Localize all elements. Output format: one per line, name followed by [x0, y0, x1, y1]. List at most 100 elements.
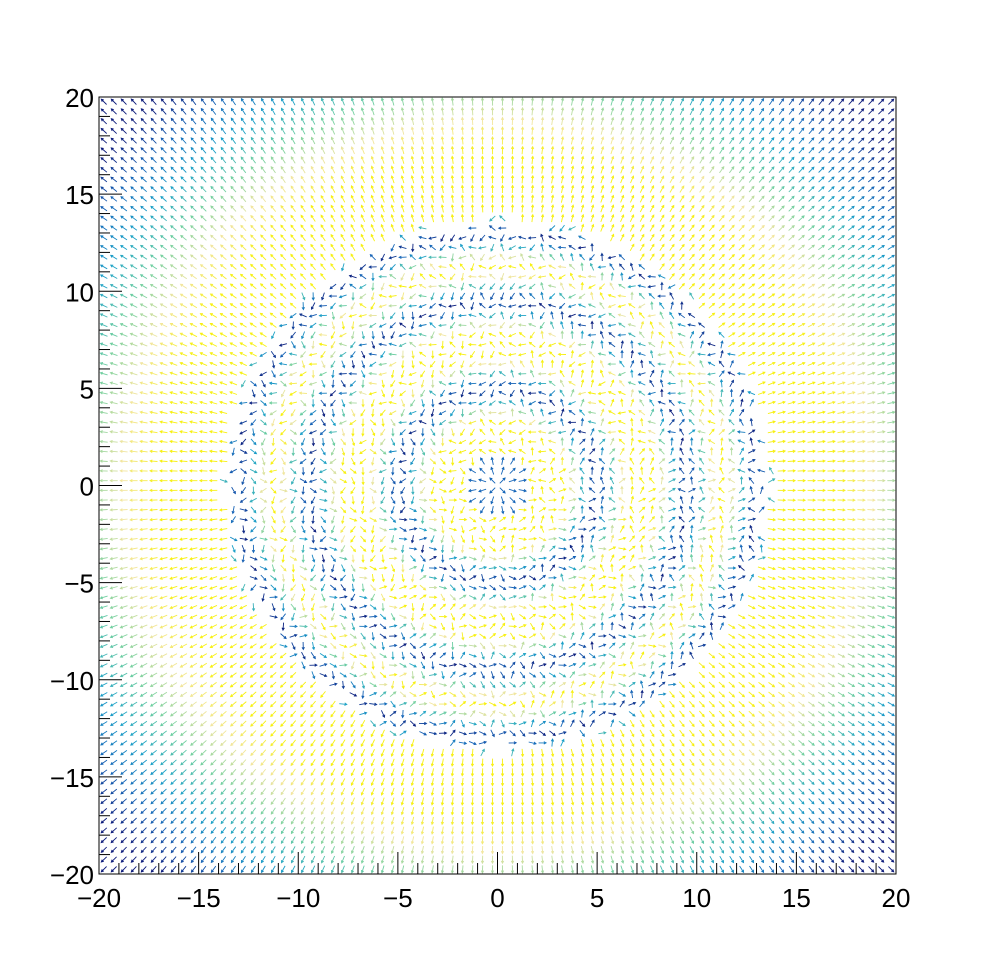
- field-arrow: [248, 401, 258, 405]
- field-arrow: [629, 223, 635, 232]
- field-arrow: [420, 116, 425, 126]
- field-arrow: [518, 605, 527, 610]
- field-arrow: [280, 214, 286, 222]
- field-arrow: [129, 547, 138, 551]
- field-arrow: [239, 459, 248, 464]
- field-arrow: [508, 701, 517, 707]
- field-arrow: [290, 234, 296, 242]
- field-arrow: [299, 283, 307, 290]
- field-arrow: [360, 632, 366, 640]
- field-arrow: [350, 243, 356, 252]
- field-arrow: [239, 352, 248, 357]
- field-arrow: [689, 136, 695, 145]
- field-arrow: [438, 401, 447, 405]
- field-arrow: [420, 555, 426, 563]
- field-arrow: [448, 361, 456, 367]
- field-arrow: [687, 323, 696, 327]
- field-arrow: [249, 293, 257, 299]
- field-arrow: [390, 613, 396, 621]
- field-arrow: [229, 400, 238, 405]
- field-arrow: [99, 566, 108, 571]
- field-arrow: [159, 672, 168, 678]
- field-arrow: [538, 302, 546, 309]
- field-arrow: [390, 116, 395, 126]
- field-arrow: [660, 514, 664, 524]
- field-arrow: [361, 467, 365, 476]
- field-arrow: [199, 595, 208, 600]
- field-arrow: [610, 272, 614, 281]
- field-arrow: [510, 312, 515, 320]
- field-arrow: [270, 759, 277, 766]
- field-arrow: [467, 382, 477, 386]
- field-arrow: [119, 361, 128, 366]
- field-arrow: [479, 390, 486, 397]
- field-arrow: [639, 194, 645, 203]
- field-arrow: [530, 349, 534, 359]
- field-arrow: [159, 391, 168, 395]
- field-arrow: [520, 641, 525, 650]
- field-arrow: [449, 351, 456, 358]
- field-arrow: [620, 398, 624, 407]
- field-arrow: [538, 352, 546, 357]
- field-arrow: [589, 448, 596, 455]
- field-arrow: [179, 449, 188, 453]
- field-arrow: [599, 563, 605, 572]
- field-arrow: [418, 478, 427, 484]
- field-arrow: [418, 351, 427, 357]
- field-arrow: [188, 518, 198, 522]
- field-arrow: [460, 535, 465, 544]
- field-arrow: [558, 605, 567, 609]
- field-arrow: [150, 817, 157, 824]
- field-arrow: [489, 701, 497, 707]
- field-arrow: [300, 146, 306, 154]
- field-arrow: [709, 592, 714, 601]
- field-arrow: [359, 595, 368, 600]
- field-arrow: [560, 253, 565, 261]
- field-arrow: [150, 740, 158, 746]
- field-arrow: [520, 437, 524, 446]
- field-arrow: [530, 359, 535, 368]
- field-arrow: [600, 739, 605, 748]
- field-arrow: [399, 263, 406, 271]
- field-arrow: [280, 836, 286, 845]
- field-arrow: [400, 97, 405, 106]
- field-arrow: [409, 642, 417, 650]
- field-arrow: [489, 545, 497, 552]
- field-arrow: [580, 116, 585, 125]
- field-arrow: [547, 421, 557, 425]
- field-arrow: [620, 97, 625, 106]
- field-arrow: [439, 603, 447, 610]
- field-arrow: [150, 827, 157, 834]
- field-arrow: [249, 672, 257, 678]
- field-arrow: [450, 213, 455, 223]
- field-arrow: [659, 865, 665, 874]
- field-arrow: [401, 680, 405, 690]
- field-arrow: [470, 194, 475, 203]
- field-arrow: [289, 662, 297, 669]
- field-arrow: [230, 117, 237, 125]
- field-arrow: [460, 360, 465, 369]
- field-arrow: [320, 126, 326, 135]
- field-arrow: [210, 749, 217, 756]
- field-arrow: [418, 303, 427, 308]
- field-arrow: [598, 702, 607, 706]
- field-arrow: [577, 303, 586, 308]
- field-arrow: [400, 845, 405, 855]
- field-arrow: [189, 643, 198, 649]
- field-arrow: [120, 750, 128, 756]
- field-arrow: [430, 836, 435, 845]
- field-arrow: [160, 137, 167, 144]
- field-arrow: [450, 409, 456, 417]
- field-arrow: [520, 456, 525, 466]
- field-arrow: [320, 175, 326, 184]
- field-arrow: [678, 467, 685, 475]
- field-arrow: [480, 155, 485, 164]
- field-arrow: [150, 759, 157, 766]
- field-arrow: [341, 651, 345, 661]
- field-arrow: [718, 205, 725, 212]
- field-arrow: [669, 729, 675, 738]
- field-arrow: [657, 353, 666, 357]
- field-arrow: [500, 777, 505, 787]
- field-arrow: [159, 332, 168, 337]
- field-arrow: [580, 855, 585, 865]
